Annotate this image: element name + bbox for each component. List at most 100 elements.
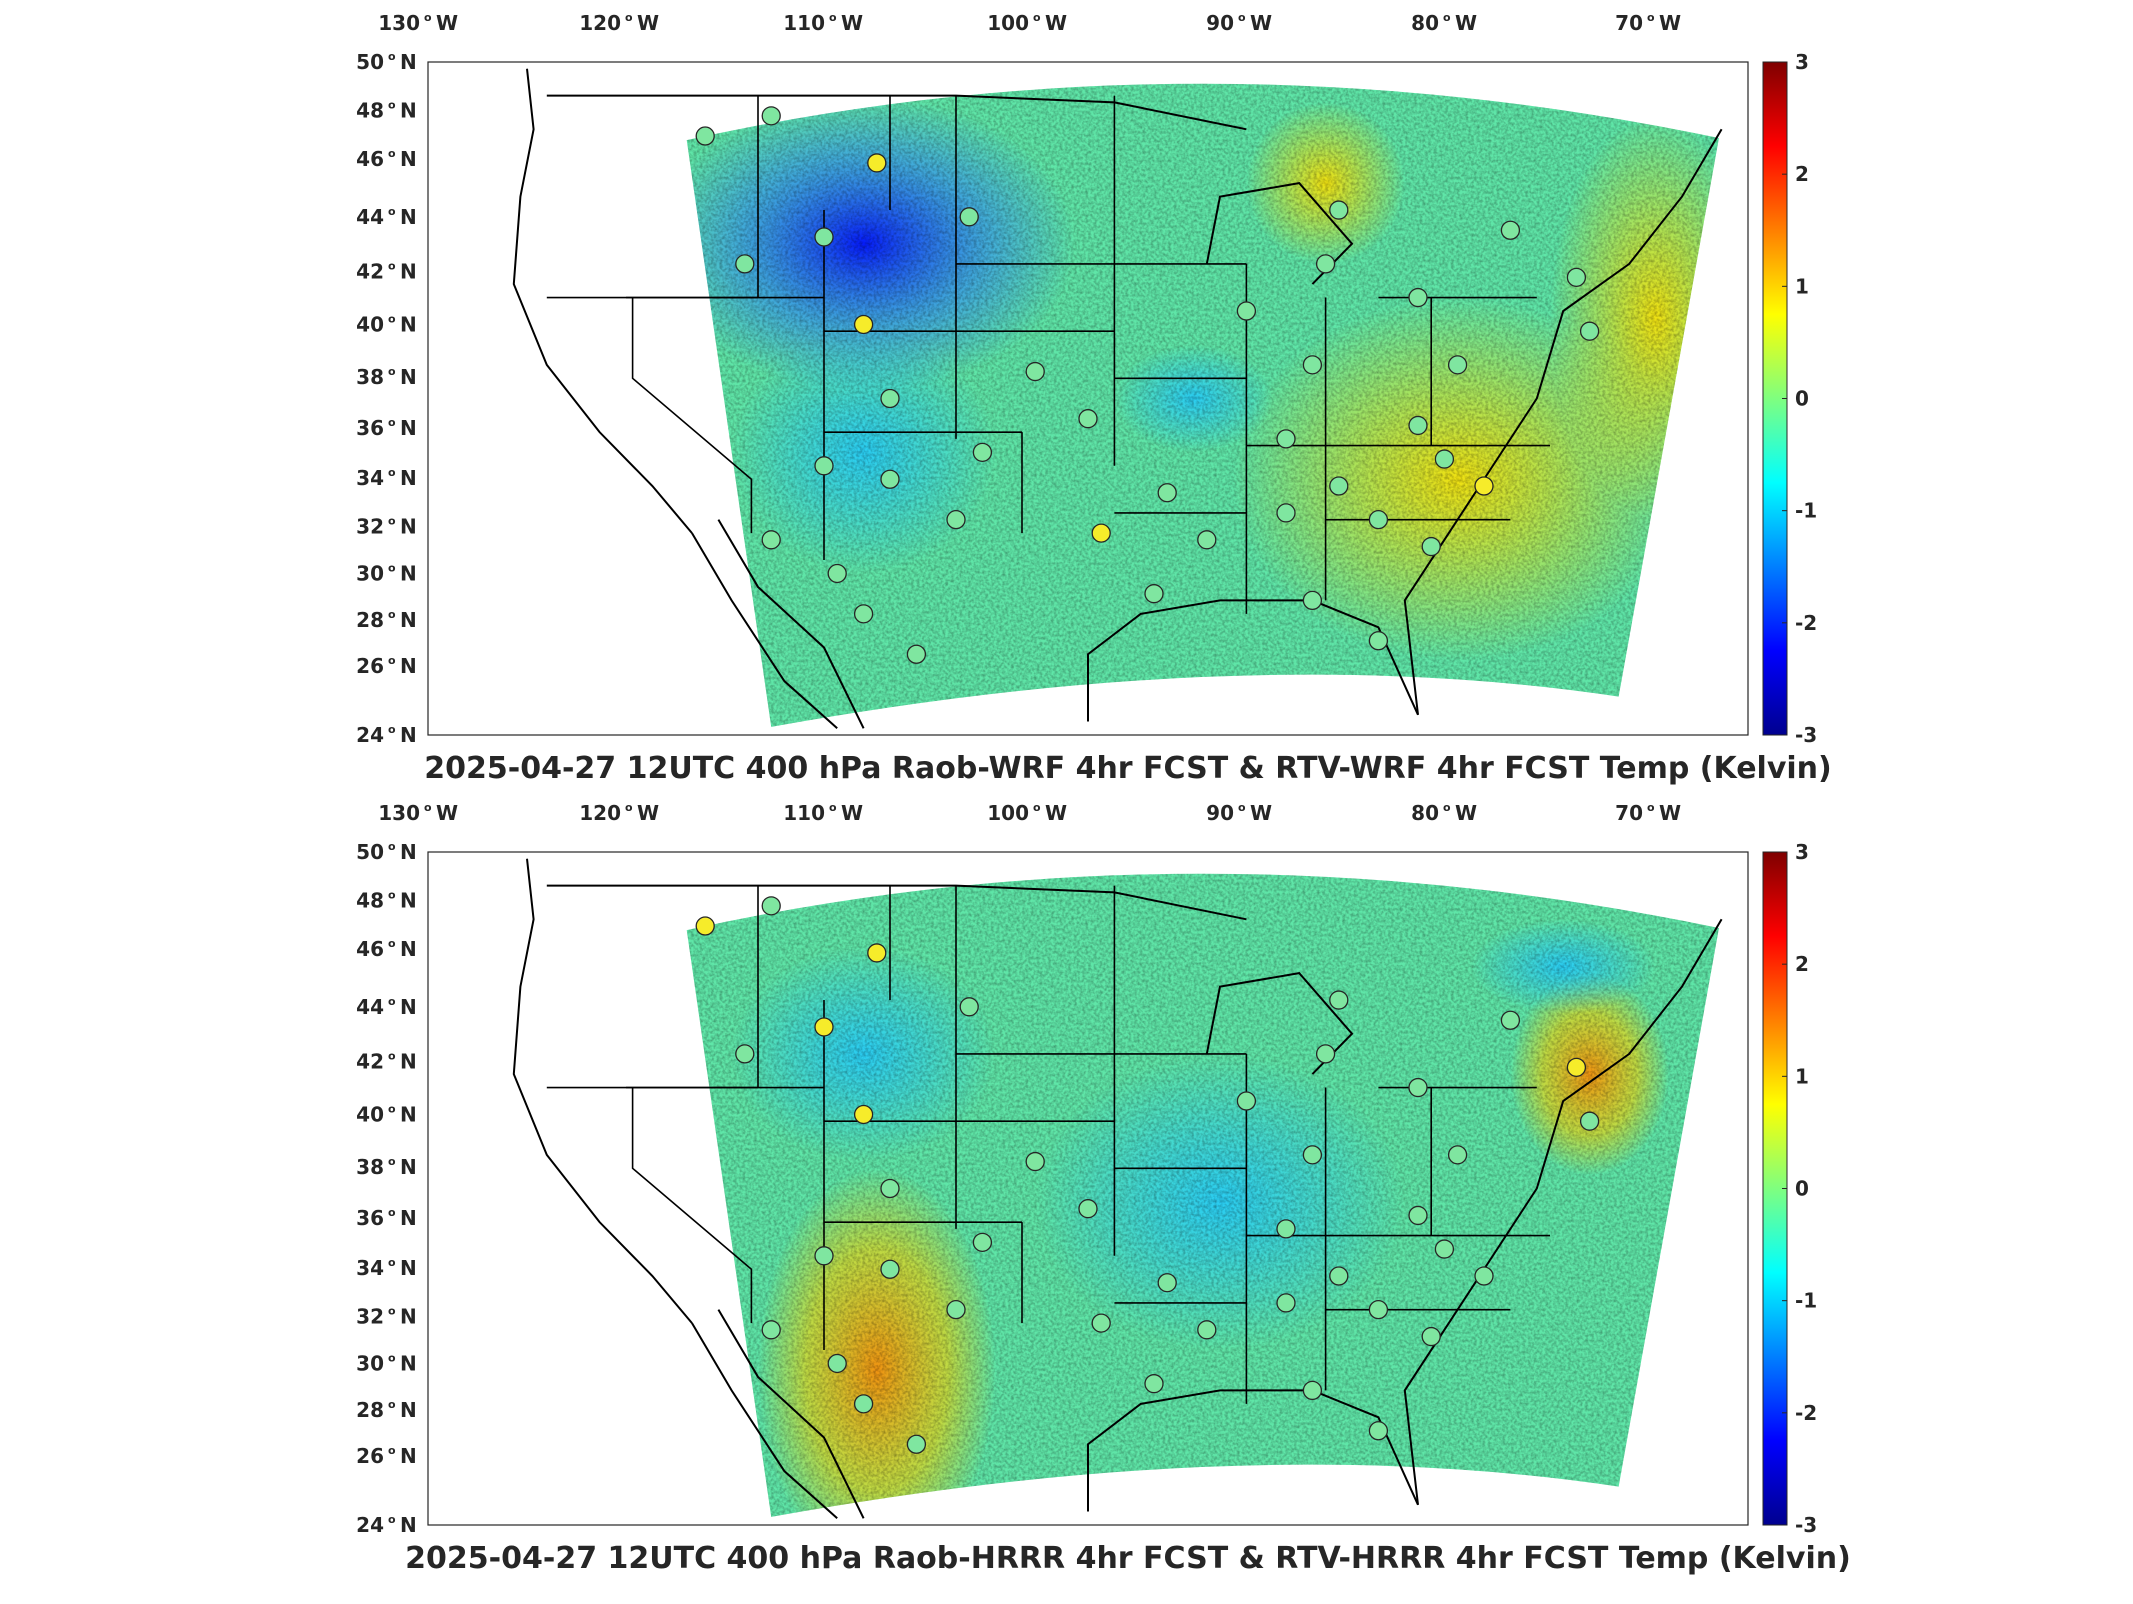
station-marker <box>880 1259 900 1279</box>
lat-suffix: N <box>400 1304 417 1328</box>
lon-suffix: W <box>841 11 863 35</box>
stations <box>695 896 1600 1454</box>
lat-suffix: N <box>400 562 417 586</box>
lon-suffix: W <box>1250 11 1272 35</box>
lat-suffix: N <box>400 205 417 229</box>
east-coastline <box>1403 128 1723 715</box>
station-marker <box>1144 1374 1164 1394</box>
lat-tick-label: 48 <box>356 889 384 913</box>
lat-tick-label: 40 <box>356 1103 384 1127</box>
station-marker <box>1025 361 1045 382</box>
lat-suffix: N <box>400 608 417 632</box>
station-marker <box>1434 449 1455 469</box>
degree-symbol: o <box>388 1444 396 1457</box>
lat-suffix: N <box>400 1398 417 1422</box>
degree-symbol: o <box>388 654 396 667</box>
degree-symbol: o <box>388 562 396 575</box>
station-marker <box>853 1104 874 1125</box>
lat-tick-label: 32 <box>356 514 384 538</box>
degree-symbol: o <box>1443 801 1451 814</box>
lon-tick-label: 90 <box>1206 11 1234 35</box>
canada-border <box>546 94 1247 131</box>
station-marker <box>1302 1380 1323 1401</box>
station-marker <box>1091 1313 1111 1333</box>
station-marker <box>735 1044 755 1064</box>
map-panel-wrf: 130 o W 120 o W 110 o W 100 o W 90 o W 80 o W 70 o W50 o N48 o N… <box>356 11 1832 786</box>
degree-symbol: o <box>388 608 396 621</box>
lat-suffix: N <box>400 723 417 747</box>
colorbar: 3 2 1 0 -1 -2 -3 <box>1762 50 1817 747</box>
ca-nv-border <box>631 1087 753 1324</box>
degree-symbol: o <box>1647 11 1655 24</box>
station-marker <box>814 1017 834 1037</box>
degree-symbol: o <box>1238 801 1246 814</box>
station-marker <box>853 1394 874 1414</box>
lon-tick-label: 130 <box>378 11 420 35</box>
lat-tick-label: 38 <box>356 365 384 389</box>
station-marker <box>1157 483 1177 503</box>
lat-suffix: N <box>400 50 417 74</box>
west-coastline <box>512 68 693 534</box>
degree-symbol: o <box>388 99 396 112</box>
station-marker <box>1078 409 1098 429</box>
lat-tick-label: 26 <box>356 1444 384 1468</box>
lat-suffix: N <box>400 514 417 538</box>
degree-symbol: o <box>829 801 837 814</box>
colorbar-tick-label: 2 <box>1795 162 1809 186</box>
station-marker <box>1421 536 1441 557</box>
lon-suffix: W <box>436 801 458 825</box>
degree-symbol: o <box>388 1206 396 1219</box>
lat-suffix: N <box>400 840 417 864</box>
degree-symbol: o <box>388 1155 396 1168</box>
lon-tick-label: 120 <box>579 11 621 35</box>
gulf-coastline <box>1087 599 1419 722</box>
station-marker <box>1157 1273 1177 1293</box>
lon-suffix: W <box>1455 801 1477 825</box>
great-lakes <box>1205 972 1354 1075</box>
lat-tick-labels: 50 o N48 o N46 o N44 o N42 o N40 o N38 o N36 o N34 o N32 o N… <box>356 840 417 1537</box>
gulf-coastline <box>1087 1389 1419 1512</box>
lon-tick-label: 110 <box>783 801 825 825</box>
colorbar-tick-label: -1 <box>1795 1289 1817 1313</box>
station-marker <box>761 1320 781 1340</box>
degree-symbol: o <box>388 937 396 950</box>
lat-tick-label: 48 <box>356 99 384 123</box>
lat-suffix: N <box>400 1206 417 1230</box>
lon-tick-label: 120 <box>579 801 621 825</box>
station-marker <box>1368 509 1389 530</box>
lon-tick-label: 80 <box>1411 801 1439 825</box>
degree-symbol: o <box>1033 11 1041 24</box>
station-marker <box>972 1232 993 1252</box>
station-marker <box>1315 254 1336 274</box>
degree-symbol: o <box>388 995 396 1008</box>
lat-suffix: N <box>400 99 417 123</box>
lat-tick-label: 34 <box>356 466 384 490</box>
colorbar-tick-label: -3 <box>1795 1513 1817 1537</box>
station-marker <box>761 106 781 126</box>
station-marker <box>1474 1266 1494 1286</box>
station-marker <box>1197 530 1217 550</box>
degree-symbol: o <box>1033 801 1041 814</box>
station-marker <box>1447 355 1468 375</box>
station-marker <box>1500 220 1521 240</box>
station-marker <box>1276 1219 1296 1239</box>
state-borders <box>546 885 1550 1404</box>
panel-title: 2025-04-27 12UTC 400 hPa Raob-HRRR 4hr F… <box>405 1541 1851 1576</box>
colorbar-tick-label: 0 <box>1795 387 1809 411</box>
temperature-field <box>686 873 1719 1517</box>
station-marker <box>1025 1151 1045 1172</box>
degree-symbol: o <box>1443 11 1451 24</box>
station-marker <box>853 604 874 624</box>
lat-tick-label: 34 <box>356 1256 384 1280</box>
degree-symbol: o <box>388 259 396 272</box>
lat-suffix: N <box>400 365 417 389</box>
lon-suffix: W <box>1455 11 1477 35</box>
colorbar-tick-label: -3 <box>1795 723 1817 747</box>
panel-title: 2025-04-27 12UTC 400 hPa Raob-WRF 4hr FC… <box>424 751 1832 786</box>
gulf-california-coastline <box>717 1309 865 1519</box>
lon-suffix: W <box>1045 11 1067 35</box>
lon-tick-labels: 130 o W 120 o W 110 o W 100 o W 90 o W 80 o W 70 o W <box>378 11 1681 35</box>
degree-symbol: o <box>388 1103 396 1116</box>
station-marker <box>1302 1145 1323 1165</box>
station-marker <box>1566 1057 1587 1078</box>
